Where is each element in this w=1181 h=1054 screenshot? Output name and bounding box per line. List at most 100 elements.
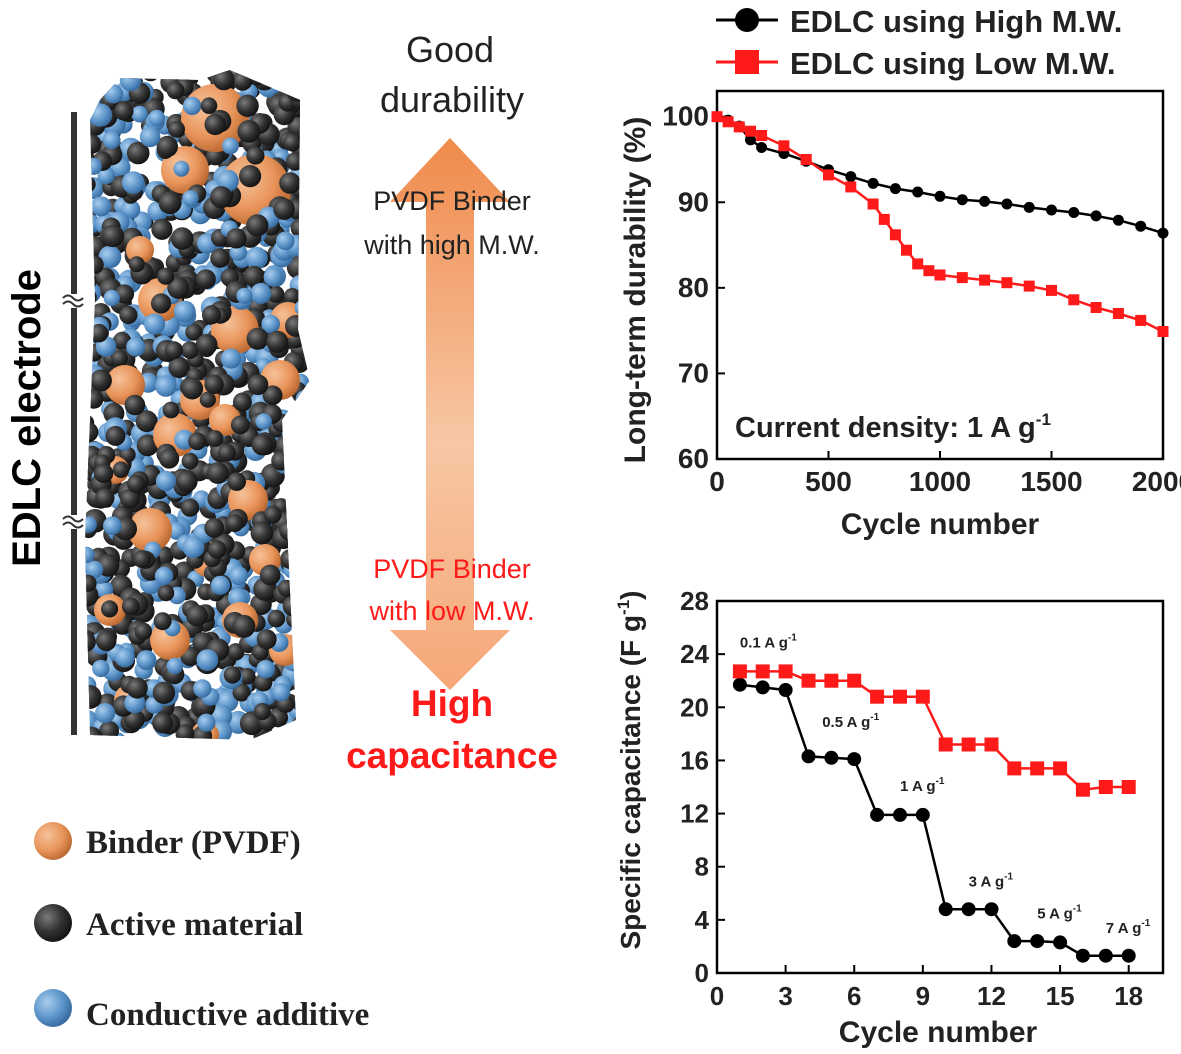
active-particle	[124, 394, 146, 416]
active-particle	[239, 165, 262, 188]
y-tick-label: 70	[678, 357, 709, 388]
active-particle	[251, 434, 273, 456]
conductive-particle	[182, 536, 205, 559]
active-particle	[101, 224, 125, 248]
legend-active-label: Active material	[86, 907, 303, 943]
x-tick-label: 2000	[1132, 466, 1181, 497]
low-mw-data-point	[923, 265, 935, 277]
active-particle	[119, 305, 138, 325]
rate-label: 5 A g-1	[1037, 904, 1082, 923]
high-mw-data-point	[824, 750, 839, 765]
conductive-particle	[278, 730, 295, 740]
active-particle	[85, 422, 99, 443]
conductive-particle	[85, 560, 104, 579]
high-mw-data-point	[778, 683, 793, 697]
conductive-particle	[155, 470, 177, 491]
active-particle	[95, 488, 115, 508]
chart-legend: EDLC using High M.W. EDLC using Low M.W.	[716, 4, 1122, 81]
low-mw-data-point	[979, 274, 991, 286]
conductive-particle	[250, 282, 272, 304]
electrode-scale-bar	[62, 112, 84, 735]
low-mw-data-point	[1053, 761, 1068, 776]
binder-particle	[128, 508, 172, 552]
active-particle	[181, 452, 199, 470]
active-particle	[105, 425, 126, 446]
conductive-particle	[182, 96, 202, 116]
high-mw-data-point	[934, 190, 946, 202]
durability-x-axis-label: Cycle number	[841, 508, 1040, 541]
active-particle	[85, 271, 97, 292]
durability-chart: 0 500 1000 1500 2000 60 70 80 90 100 Cycle number…	[619, 89, 1181, 541]
active-particle	[292, 693, 310, 713]
active-particle	[232, 614, 256, 638]
active-particle	[280, 70, 303, 85]
conductive-particle	[167, 521, 186, 540]
conductive-particle	[295, 390, 310, 409]
active-particle	[282, 595, 303, 617]
binder-swatch-icon	[34, 822, 72, 860]
x-tick-label: 500	[805, 466, 852, 497]
active-particle	[152, 712, 173, 734]
high-mw-data-point	[1098, 948, 1113, 963]
high-mw-data-point	[755, 680, 770, 695]
conductive-particle	[295, 634, 310, 651]
low-mw-data-point	[1075, 782, 1090, 797]
low-mw-data-point	[984, 737, 999, 752]
rate-label: 0.1 A g-1	[740, 633, 797, 652]
active-particle	[167, 276, 190, 299]
conductive-particle	[91, 196, 112, 217]
x-tick-label: 15	[1046, 981, 1075, 1011]
active-particle	[196, 269, 216, 289]
conductive-particle	[173, 160, 190, 177]
conductive-particle	[222, 137, 239, 155]
capacitance-y-axis-label: Specific capacitance (F g-1)	[614, 590, 646, 949]
active-particle	[273, 198, 295, 220]
active-particle	[267, 609, 286, 628]
active-particle	[159, 448, 180, 469]
high-mw-data-point	[1121, 948, 1136, 963]
high-capacitance-line-1: High	[411, 683, 493, 724]
high-mw-label-line-2: with high M.W.	[363, 230, 540, 260]
active-particle	[85, 726, 103, 740]
capacitance-plot-frame	[715, 599, 1165, 975]
active-particle	[247, 374, 269, 396]
low-mw-data-point	[824, 673, 839, 688]
active-particle	[120, 488, 140, 509]
conductive-particle	[97, 166, 115, 185]
active-particle	[204, 113, 226, 136]
high-mw-data-point	[756, 142, 768, 153]
active-particle	[135, 410, 158, 433]
active-particle	[259, 564, 281, 586]
low-mw-data-point	[938, 737, 953, 752]
active-particle	[151, 293, 172, 314]
low-mw-data-point	[733, 121, 745, 133]
active-particle	[157, 584, 175, 602]
capacitance-x-axis-label: Cycle number	[839, 1016, 1038, 1049]
x-tick-label: 6	[847, 981, 861, 1011]
high-mw-data-point	[1046, 204, 1057, 216]
low-mw-data-point	[1007, 761, 1022, 776]
active-particle	[99, 720, 119, 740]
conductive-particle	[92, 659, 110, 678]
conductive-particle	[103, 516, 122, 535]
x-tick-label: 18	[1114, 981, 1143, 1011]
active-particle	[97, 70, 117, 84]
y-tick-label: 16	[680, 745, 709, 775]
conductive-particle	[272, 683, 291, 702]
axis-break-mark-bottom	[62, 515, 84, 529]
electrode-label: EDLC electrode	[5, 269, 49, 567]
conductive-particle	[144, 313, 166, 335]
active-particle	[291, 716, 309, 734]
active-particle	[293, 568, 310, 591]
high-mw-data-point	[938, 902, 953, 917]
active-particle	[283, 133, 302, 152]
conductive-particle	[119, 70, 142, 92]
conductive-particle	[104, 84, 124, 104]
conductive-particle	[229, 566, 249, 586]
active-particle	[133, 550, 152, 569]
high-mw-data-point	[961, 902, 976, 917]
active-particle	[101, 600, 119, 618]
active-particle	[158, 191, 182, 215]
conductive-particle	[263, 267, 284, 287]
